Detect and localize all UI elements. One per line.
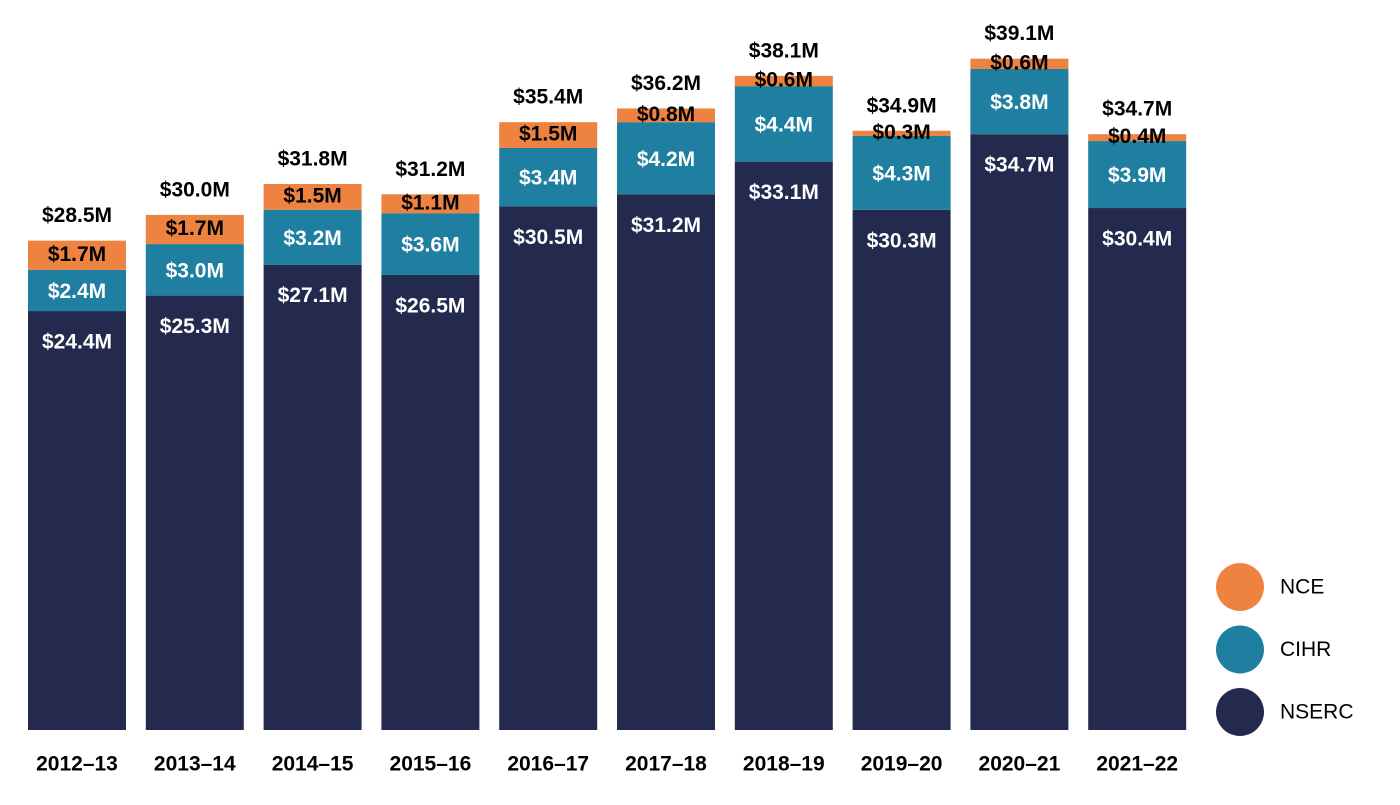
data-label: $3.8M: [990, 91, 1048, 114]
bar-segment: [970, 58, 1069, 69]
data-label: $4.4M: [755, 113, 813, 136]
bar-segment: [145, 295, 244, 730]
x-tick-label: 2014–15: [272, 753, 354, 776]
data-label: $3.2M: [283, 227, 341, 250]
data-label: $25.3M: [160, 315, 230, 338]
data-label: $34.7M: [984, 154, 1054, 177]
total-label: $34.7M: [1102, 98, 1172, 121]
bar-segment: [263, 264, 362, 730]
bar-segment: [381, 274, 480, 730]
data-label: $1.5M: [283, 184, 341, 207]
bar-segment: [970, 68, 1069, 135]
data-label: $26.5M: [395, 295, 465, 318]
bar-segment: [263, 209, 362, 265]
x-tick-label: 2017–18: [625, 753, 707, 776]
data-label: $27.1M: [278, 284, 348, 307]
bar-segment: [852, 135, 951, 210]
data-label: $24.4M: [42, 331, 112, 354]
bar-segment: [499, 206, 598, 730]
data-label: $33.1M: [749, 181, 819, 204]
x-tick-label: 2013–14: [154, 753, 236, 776]
data-label: $4.3M: [872, 162, 930, 185]
total-label: $31.8M: [278, 148, 348, 171]
bar-segment: [617, 108, 715, 123]
bar-segment: [617, 194, 715, 730]
legend-label: NCE: [1280, 576, 1324, 599]
total-label: $38.1M: [749, 39, 819, 62]
x-tick-label: 2018–19: [743, 753, 825, 776]
bar-segment: [734, 86, 833, 162]
bar-segment: [381, 194, 480, 214]
data-label: $1.5M: [519, 123, 577, 146]
data-label: $1.1M: [401, 191, 459, 214]
data-label: $3.9M: [1108, 164, 1166, 187]
data-label: $0.8M: [637, 103, 695, 126]
data-label: $30.5M: [513, 226, 583, 249]
data-label: $2.4M: [48, 280, 106, 303]
bar-segment: [499, 122, 598, 148]
legend-label: CIHR: [1280, 638, 1331, 661]
bar-segment: [617, 122, 715, 195]
data-label: $1.7M: [48, 243, 106, 266]
data-label: $0.6M: [755, 69, 813, 92]
x-tick-label: 2015–16: [390, 753, 472, 776]
legend-swatch: [1216, 563, 1264, 611]
legend-label: NSERC: [1280, 701, 1354, 724]
x-tick-label: 2012–13: [36, 753, 118, 776]
bar-segment: [734, 75, 833, 87]
bar-segment: [145, 214, 244, 245]
total-label: $39.1M: [984, 22, 1054, 45]
bar-segment: [1088, 141, 1187, 209]
bar-segment: [145, 244, 244, 296]
bar-segment: [499, 147, 598, 207]
bar-segment: [28, 269, 126, 312]
bar-segment: [970, 134, 1069, 731]
bar-segment: [28, 311, 126, 730]
data-label: $0.6M: [990, 51, 1048, 74]
total-label: $36.2M: [631, 72, 701, 95]
bar-segment: [1088, 134, 1187, 142]
bar-segment: [734, 161, 833, 731]
total-label: $31.2M: [395, 158, 465, 181]
bar-segment: [263, 183, 362, 210]
bar-segment: [28, 240, 126, 270]
data-label: $1.7M: [166, 217, 224, 240]
bar-segment: [852, 209, 951, 730]
x-tick-label: 2016–17: [507, 753, 589, 776]
total-label: $34.9M: [867, 94, 937, 117]
bar-segment: [1088, 208, 1187, 731]
x-tick-label: 2021–22: [1096, 753, 1178, 776]
x-tick-label: 2019–20: [861, 753, 943, 776]
bar-segment: [381, 213, 480, 275]
legend-swatch: [1216, 625, 1264, 674]
data-label: $31.2M: [631, 214, 701, 237]
x-tick-label: 2020–21: [979, 753, 1061, 776]
data-label: $3.6M: [401, 234, 459, 257]
bar-segment: [852, 130, 951, 136]
data-label: $30.4M: [1102, 228, 1172, 251]
data-label: $3.0M: [166, 259, 224, 282]
data-label: $0.4M: [1108, 125, 1166, 148]
data-label: $3.4M: [519, 167, 577, 190]
data-label: $0.3M: [872, 121, 930, 144]
total-label: $28.5M: [42, 204, 112, 227]
data-label: $30.3M: [867, 229, 937, 252]
legend-swatch: [1216, 688, 1264, 736]
data-label: $4.2M: [637, 148, 695, 171]
total-label: $35.4M: [513, 86, 583, 109]
total-label: $30.0M: [160, 178, 230, 201]
